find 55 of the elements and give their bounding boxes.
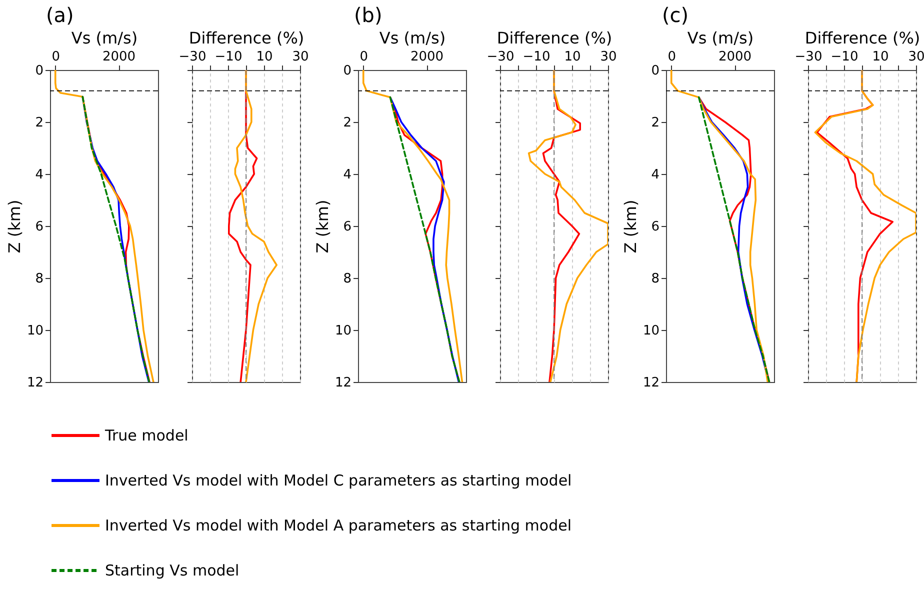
y-tick-label: 2 [651,116,660,130]
x-tick-label: 10 [564,50,581,64]
y-axis-title: Z (km) [620,200,640,254]
x-tick-label: 0 [52,50,60,64]
x-tick-label: −30 [794,50,822,64]
x-tick-label: 0 [360,50,368,64]
x-axis-title: Vs (m/s) [379,28,446,48]
x-axis-title: Difference (%) [496,28,612,48]
y-tick-label: 10 [26,324,44,338]
x-axis-title: Vs (m/s) [71,28,138,48]
legend-label: Inverted Vs model with Model A parameters as starting model [105,516,572,534]
x-tick-label: 10 [872,50,889,64]
y-tick-label: 8 [35,272,44,286]
y-tick-label: 10 [642,324,660,338]
x-tick-label: 10 [256,50,273,64]
y-tick-label: 6 [651,220,660,234]
y-tick-label: 4 [35,168,44,182]
x-tick-label: −30 [486,50,514,64]
chart-title: (c) [662,3,689,27]
x-tick-label: 2000 [102,50,136,64]
x-axis-title: Difference (%) [188,28,304,48]
chart-title: (a) [46,3,74,27]
x-tick-label: −30 [178,50,206,64]
y-tick-label: 10 [334,324,352,338]
y-tick-label: 12 [334,376,352,390]
y-tick-label: 8 [651,272,660,286]
y-tick-label: 12 [642,376,660,390]
y-tick-label: 2 [343,116,352,130]
legend-label: Inverted Vs model with Model C parameters as starting model [105,472,572,490]
chart-title: (b) [354,3,382,27]
y-axis-title: Z (km) [312,200,332,254]
legend-label: Starting Vs model [105,562,240,580]
x-tick-label: 0 [668,50,676,64]
y-tick-label: 0 [651,64,660,78]
x-axis-title: Vs (m/s) [687,28,754,48]
y-tick-label: 8 [343,272,352,286]
x-tick-label: 30 [908,50,924,64]
y-tick-label: 6 [35,220,44,234]
y-tick-label: 0 [343,64,352,78]
x-tick-label: 30 [292,50,309,64]
y-tick-label: 4 [343,168,352,182]
y-tick-label: 4 [651,168,660,182]
x-tick-label: −10 [830,50,858,64]
y-tick-label: 2 [35,116,44,130]
y-tick-label: 6 [343,220,352,234]
x-tick-label: 30 [600,50,617,64]
y-tick-label: 12 [26,376,44,390]
x-tick-label: 2000 [718,50,752,64]
x-tick-label: −10 [522,50,550,64]
x-axis-title: Difference (%) [804,28,920,48]
x-tick-label: 2000 [410,50,444,64]
legend-label: True model [104,426,188,444]
y-axis-title: Z (km) [4,200,24,254]
y-tick-label: 0 [35,64,44,78]
x-tick-label: −10 [214,50,242,64]
